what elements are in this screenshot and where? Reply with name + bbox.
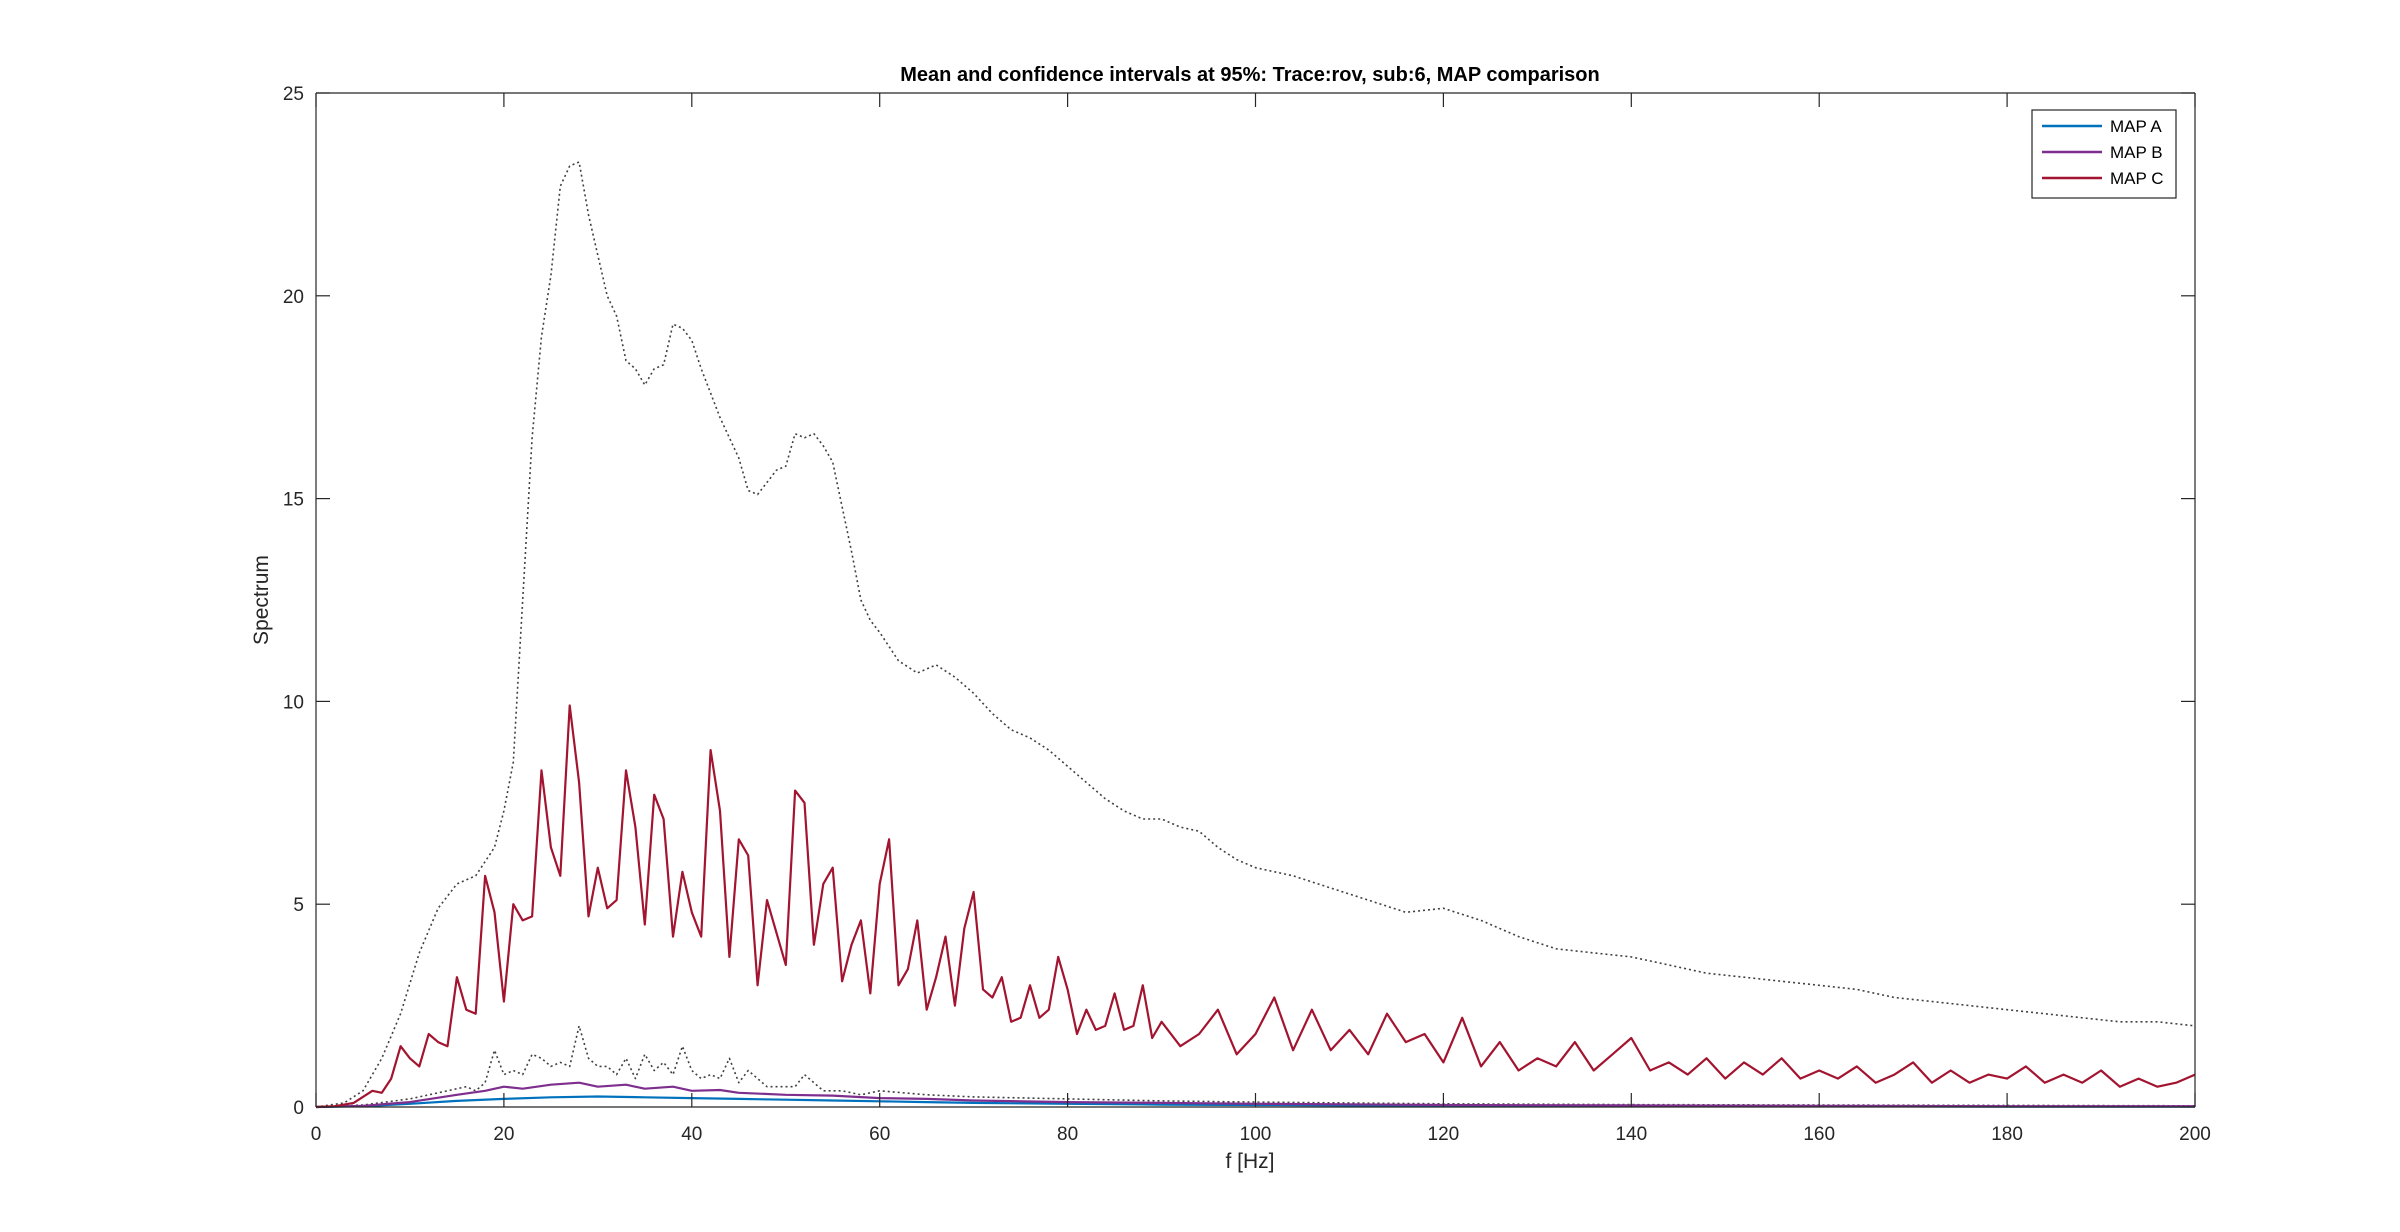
- x-tick-label: 120: [1428, 1124, 1460, 1145]
- legend-box: [2031, 109, 2177, 199]
- y-tick-label: 5: [293, 895, 304, 916]
- series-line-map-b: [315, 1081, 2195, 1109]
- legend-label: MAP A: [2110, 117, 2162, 136]
- y-tick-label: 25: [283, 84, 304, 105]
- x-tick-label: 140: [1615, 1124, 1647, 1145]
- y-axis-ticks: 0 5 10 15 20 25: [283, 84, 2195, 1119]
- legend-label: MAP B: [2110, 143, 2163, 162]
- chart-title: Mean and confidence intervals at 95%: Tr…: [900, 64, 1599, 86]
- x-tick-label: 60: [869, 1124, 890, 1145]
- confidence-bound-line: [315, 1025, 2196, 1108]
- x-tick-label: 100: [1240, 1124, 1272, 1145]
- x-tick-label: 200: [2179, 1124, 2211, 1145]
- x-tick-label: 0: [311, 1124, 322, 1145]
- y-tick-label: 20: [283, 287, 304, 308]
- axes-box: [316, 93, 2195, 1107]
- x-axis-label: f [Hz]: [1225, 1150, 1274, 1173]
- legend: MAP A MAP B MAP C: [2031, 109, 2177, 199]
- y-tick-label: 15: [283, 490, 304, 511]
- y-tick-label: 0: [293, 1098, 304, 1119]
- x-tick-label: 180: [1991, 1124, 2023, 1145]
- plot-area: 0 20 40 60 80 100 120 140 160 180 200 0 5 10 15 20 25: [283, 84, 2211, 1145]
- y-tick-label: 10: [283, 692, 304, 713]
- x-axis-ticks: 0 20 40 60 80 100 120 140 160 180 200: [311, 93, 2211, 1145]
- x-tick-label: 160: [1803, 1124, 1835, 1145]
- y-axis-label: Spectrum: [250, 555, 273, 645]
- confidence-bound-line: [315, 161, 2196, 1108]
- x-tick-label: 20: [493, 1124, 514, 1145]
- series-line-map-c: [315, 704, 2196, 1109]
- x-tick-label: 80: [1057, 1124, 1078, 1145]
- x-tick-label: 40: [681, 1124, 702, 1145]
- series-lines: [315, 161, 2196, 1109]
- legend-label: MAP C: [2110, 169, 2164, 188]
